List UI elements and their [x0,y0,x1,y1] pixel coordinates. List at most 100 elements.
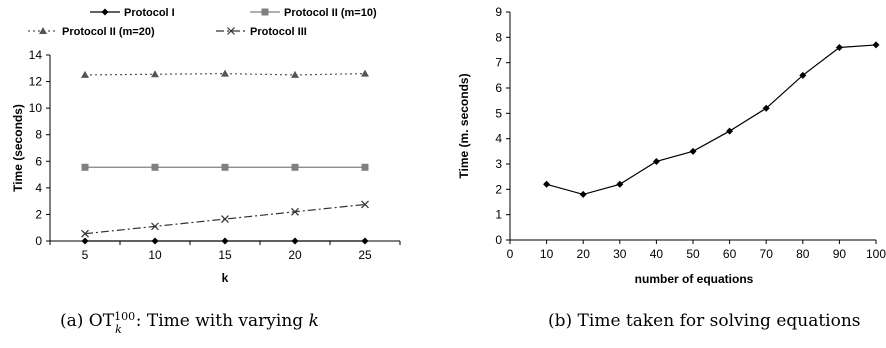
chart-a-series-1-point [221,163,229,171]
chart-b-y-tick-label: 4 [495,132,502,146]
chart-a-x-tick-label: 25 [358,248,372,262]
chart-b-series-0-point [689,147,697,155]
legend-item-3-marker-stroke-2 [227,27,235,35]
chart-b: Time (m. seconds) number of equations 0 1… [457,5,886,331]
chart-a-series-2-point [81,70,89,78]
chart-a-series-3-point-stroke-2 [361,200,369,209]
chart-b-y-tick-label: 3 [495,157,502,171]
chart-a-series-0-point [151,237,159,245]
chart-b-x-tick-label: 80 [796,247,810,261]
chart-a-x-axis-title: k [222,271,229,285]
chart-a-series [81,69,369,245]
legend-item-2-label: Protocol II (m=20) [62,26,155,38]
chart-a-series-1-point [361,163,369,171]
chart-a-caption-prefix: (a) OT [60,311,115,331]
chart-a-series-3-point [81,229,89,238]
chart-a-series-2-point [291,70,299,78]
chart-a-series-1-point [151,163,159,171]
chart-a-y-tick-label: 8 [35,128,42,142]
chart-a-series-1-point [291,163,299,171]
chart-b-series-0-point [762,104,770,112]
chart-b-series-0-line [546,44,877,196]
legend-item-3-marker [227,27,235,35]
chart-a-series-0-point [291,237,299,245]
chart-b-series-0-point [835,43,843,51]
chart-a-series-3-point-stroke-2 [151,222,159,231]
chart-a-series-3-point [221,215,229,224]
chart-a-y-tick-label: 0 [35,234,42,248]
chart-a-series-0-point [361,237,369,245]
chart-a-series-3-point [151,222,159,231]
chart-a-caption-text: : Time with varying [136,311,309,331]
chart-a-legend: Protocol I Protocol II (m=10) Protocol II … [28,7,377,38]
chart-a-series-2-point [221,69,229,77]
legend-item-0-marker [101,8,109,16]
chart-b-x-tick-label: 40 [650,247,664,261]
chart-b-x-axis-title: number of equations [635,272,754,286]
chart-b-x-tick-label: 50 [686,247,700,261]
chart-a-series-0-point [81,237,89,245]
chart-b-x-tick-label: 20 [577,247,591,261]
chart-b-series [543,41,880,198]
chart-b-series-0-point [799,71,807,79]
chart-b-x-ticks: 0 10 20 30 40 50 60 70 80 90 100 [507,240,886,261]
chart-a-series-3-point-stroke-2 [81,229,89,238]
chart-a-series-3-point [361,200,369,209]
chart-a-x-tick-label: 20 [288,248,302,262]
chart-b-y-tick-label: 5 [495,106,502,120]
chart-a-y-axis-title: Time (seconds) [11,104,25,192]
chart-b-x-tick-label: 10 [540,247,554,261]
chart-a: Time (seconds) k 0 2 4 6 8 10 12 14 5 10 15 20 25 P… [11,7,401,336]
chart-a-x-ticks: 5 10 15 20 25 [49,241,401,262]
chart-a-y-tick-label: 4 [35,181,42,195]
chart-a-y-tick-label: 10 [29,101,43,115]
chart-a-y-tick-label: 14 [29,48,43,62]
chart-b-series-0-point [726,127,734,135]
chart-a-series-2-point [361,69,369,77]
chart-b-y-tick-label: 9 [495,5,502,19]
chart-b-x-tick-label: 70 [760,247,774,261]
chart-b-caption: (b) Time taken for solving equations [548,311,861,331]
chart-a-caption-subscript: k [115,323,122,336]
chart-b-y-tick-label: 0 [495,233,502,247]
chart-b-y-tick-label: 6 [495,81,502,95]
chart-a-series-0-point [221,237,229,245]
chart-b-y-tick-label: 8 [495,30,502,44]
chart-b-y-tick-label: 2 [495,182,502,196]
chart-a-series-2-point [151,70,159,78]
chart-a-caption-variable: k [309,311,319,331]
chart-a-y-tick-label: 12 [29,75,43,89]
chart-b-series-0-point [652,157,660,165]
chart-b-x-tick-label: 60 [723,247,737,261]
chart-b-series-0-point [543,180,551,188]
chart-a-series-1-point [81,163,89,171]
chart-a-y-ticks: 0 2 4 6 8 10 12 14 [29,48,50,248]
chart-a-y-tick-label: 2 [35,207,42,221]
legend-item-2-marker [39,27,47,34]
chart-a-series-3-point-stroke-2 [221,215,229,224]
chart-b-y-axis-title: Time (m. seconds) [457,73,471,178]
chart-a-x-tick-label: 10 [148,248,162,262]
legend-item-0-label: Protocol I [124,7,175,19]
chart-a-series-3-point-stroke-2 [291,207,299,216]
chart-a-caption: (a) OT100 k: Time with varying k [60,310,319,336]
chart-b-x-tick-label: 90 [833,247,847,261]
chart-b-series-0-point [872,41,880,49]
chart-a-y-tick-label: 6 [35,154,42,168]
chart-a-series-3-point [291,207,299,216]
chart-b-x-tick-label: 30 [613,247,627,261]
chart-a-caption-superscript: 100 [114,310,135,323]
chart-b-x-tick-label: 0 [507,247,514,261]
legend-item-1-label: Protocol II (m=10) [284,7,377,19]
chart-b-series-0-point [616,180,624,188]
legend-item-1-marker [261,8,269,16]
chart-b-y-tick-label: 1 [495,208,502,222]
chart-a-x-tick-label: 5 [82,248,89,262]
chart-b-x-tick-label: 100 [866,247,886,261]
chart-b-y-tick-label: 7 [495,56,502,70]
legend-item-3-label: Protocol III [250,26,307,38]
chart-a-x-tick-label: 15 [218,248,232,262]
chart-b-series-0-point [579,190,587,198]
chart-b-y-ticks: 0 1 2 3 4 5 6 7 8 9 [495,5,510,247]
